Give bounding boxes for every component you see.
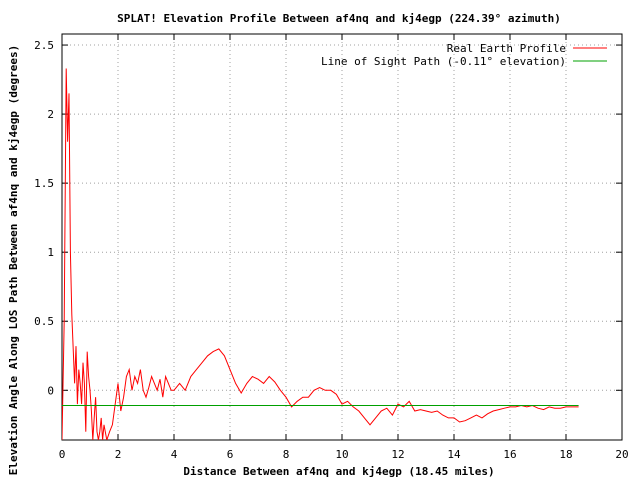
series-group — [62, 68, 579, 440]
real-earth-profile-line — [62, 68, 579, 440]
y-tick-label: 0 — [47, 384, 54, 397]
x-tick-label: 10 — [335, 448, 348, 461]
x-tick-label: 16 — [503, 448, 516, 461]
grid-lines — [62, 34, 622, 440]
x-tick-label: 0 — [59, 448, 66, 461]
x-tick-label: 12 — [391, 448, 404, 461]
legend-label-real-earth-profile: Real Earth Profile — [447, 42, 566, 55]
y-tick-label: 0.5 — [34, 315, 54, 328]
x-tick-label: 2 — [115, 448, 122, 461]
y-tick-label: 2 — [47, 108, 54, 121]
x-tick-label: 14 — [447, 448, 461, 461]
legend-label-line-of-sight: Line of Sight Path (-0.11° elevation) — [321, 55, 566, 68]
x-tick-labels: 0 2 4 6 8 10 12 14 16 18 20 — [59, 448, 629, 461]
x-tick-label: 6 — [227, 448, 234, 461]
x-tick-label: 8 — [283, 448, 290, 461]
x-axis-label: Distance Between af4nq and kj4egp (18.45… — [183, 465, 494, 478]
y-tick-label: 2.5 — [34, 39, 54, 52]
x-tick-label: 20 — [615, 448, 628, 461]
axis-ticks — [61, 34, 623, 440]
x-tick-label: 4 — [171, 448, 178, 461]
y-tick-labels: 0 0.5 1 1.5 2 2.5 — [34, 39, 54, 397]
y-axis-label: Elevation Angle Along LOS Path Between a… — [7, 45, 20, 475]
y-tick-label: 1 — [47, 246, 54, 259]
x-tick-label: 18 — [559, 448, 572, 461]
chart-title: SPLAT! Elevation Profile Between af4nq a… — [117, 12, 561, 25]
y-tick-label: 1.5 — [34, 177, 54, 190]
legend: Real Earth Profile Line of Sight Path (-… — [321, 42, 607, 68]
